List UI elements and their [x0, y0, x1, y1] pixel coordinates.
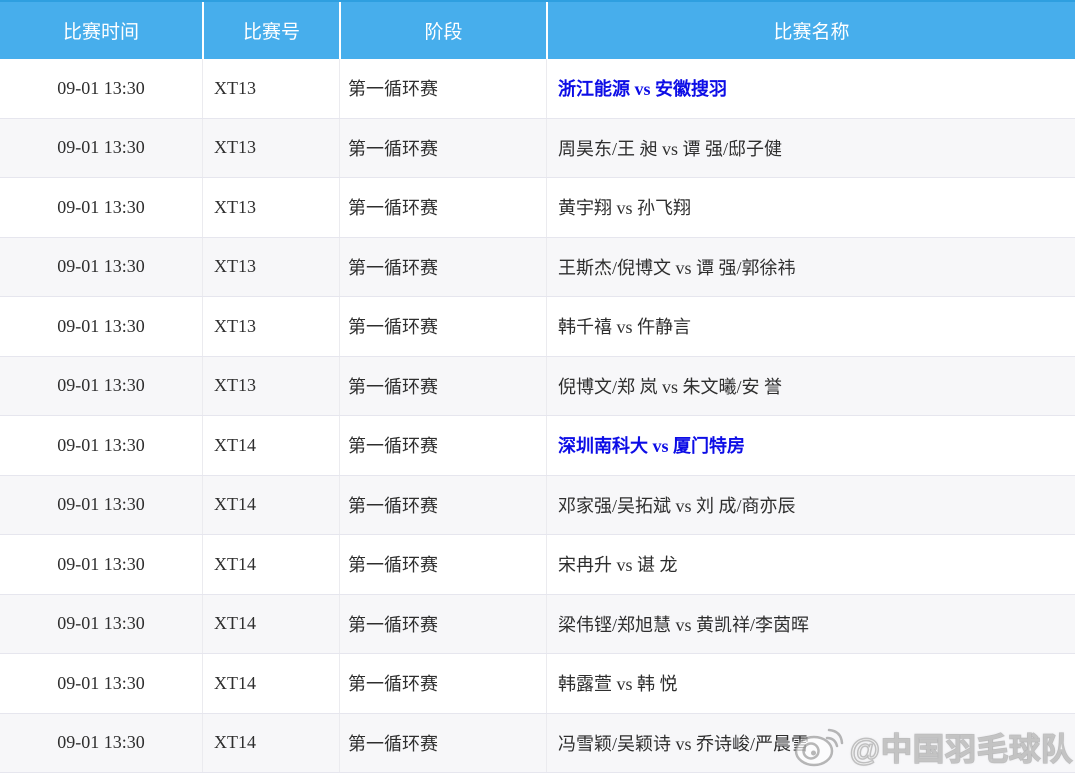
match-time-cell: 09-01 13:30	[57, 613, 145, 634]
match-no-cell: XT14	[202, 535, 339, 594]
stage-cell: 第一循环赛	[339, 594, 546, 653]
match-time-cell: 09-01 13:30	[57, 137, 145, 158]
stage-cell: 第一循环赛	[339, 654, 546, 713]
table-row: 09-01 13:30 XT13 第一循环赛 黄宇翔 vs 孙飞翔	[0, 178, 1075, 238]
match-no-cell: XT14	[202, 713, 339, 772]
table-header-row: 比赛时间 比赛号 阶段 比赛名称	[0, 0, 1075, 59]
match-time-cell: 09-01 13:30	[57, 434, 145, 455]
table-row: 09-01 13:30 XT14 第一循环赛 梁伟铿/郑旭慧 vs 黄凯祥/李茵…	[0, 594, 1075, 654]
match-time-cell: 09-01 13:30	[57, 375, 145, 396]
match-no-cell: XT14	[202, 416, 339, 475]
match-no-cell: XT14	[202, 594, 339, 653]
stage-cell: 第一循环赛	[339, 535, 546, 594]
match-name-cell: 宋冉升 vs 谌 龙	[546, 535, 1075, 594]
table-body: 09-01 13:30 XT13 第一循环赛 浙江能源 vs 安徽搜羽 09-0…	[0, 59, 1075, 773]
match-time-cell: 09-01 13:30	[57, 77, 145, 98]
match-name-link[interactable]: 深圳南科大 vs 厦门特房	[546, 416, 1075, 475]
stage-cell: 第一循环赛	[339, 475, 546, 534]
match-no-cell: XT13	[202, 118, 339, 177]
match-time-cell: 09-01 13:30	[57, 553, 145, 574]
table-row: 09-01 13:30 XT13 第一循环赛 倪博文/郑 岚 vs 朱文曦/安 …	[0, 356, 1075, 416]
stage-cell: 第一循环赛	[339, 178, 546, 237]
match-name-link[interactable]: 浙江能源 vs 安徽搜羽	[546, 59, 1075, 118]
table-row: 09-01 13:30 XT14 第一循环赛 深圳南科大 vs 厦门特房	[0, 416, 1075, 476]
match-no-cell: XT14	[202, 475, 339, 534]
match-time-cell: 09-01 13:30	[57, 732, 145, 753]
stage-cell: 第一循环赛	[339, 59, 546, 118]
match-name-cell: 周昊东/王 昶 vs 谭 强/邸子健	[546, 118, 1075, 177]
stage-cell: 第一循环赛	[339, 237, 546, 296]
match-no-cell: XT14	[202, 654, 339, 713]
match-time-cell: 09-01 13:30	[57, 494, 145, 515]
column-header-stage: 阶段	[339, 2, 546, 59]
column-header-match-no: 比赛号	[202, 2, 339, 59]
stage-cell: 第一循环赛	[339, 297, 546, 356]
match-time-cell: 09-01 13:30	[57, 256, 145, 277]
match-time-cell: 09-01 13:30	[57, 315, 145, 336]
match-name-cell: 邓家强/吴拓斌 vs 刘 成/商亦辰	[546, 475, 1075, 534]
table-row: 09-01 13:30 XT13 第一循环赛 周昊东/王 昶 vs 谭 强/邸子…	[0, 118, 1075, 178]
table-row: 09-01 13:30 XT14 第一循环赛 邓家强/吴拓斌 vs 刘 成/商亦…	[0, 475, 1075, 535]
match-name-cell: 韩露萱 vs 韩 悦	[546, 654, 1075, 713]
match-name-cell: 冯雪颖/吴颖诗 vs 乔诗峻/严晨雪	[546, 713, 1075, 772]
stage-cell: 第一循环赛	[339, 118, 546, 177]
stage-cell: 第一循环赛	[339, 416, 546, 475]
table-row: 09-01 13:30 XT13 第一循环赛 浙江能源 vs 安徽搜羽	[0, 59, 1075, 119]
match-time-cell: 09-01 13:30	[57, 196, 145, 217]
table-row: 09-01 13:30 XT13 第一循环赛 韩千禧 vs 仵静言	[0, 297, 1075, 357]
match-name-cell: 倪博文/郑 岚 vs 朱文曦/安 誉	[546, 356, 1075, 415]
table-row: 09-01 13:30 XT14 第一循环赛 宋冉升 vs 谌 龙	[0, 535, 1075, 595]
match-no-cell: XT13	[202, 178, 339, 237]
table-row: 09-01 13:30 XT14 第一循环赛 韩露萱 vs 韩 悦	[0, 654, 1075, 714]
match-name-cell: 王斯杰/倪博文 vs 谭 强/郭徐祎	[546, 237, 1075, 296]
match-no-cell: XT13	[202, 297, 339, 356]
column-header-match-time: 比赛时间	[62, 22, 139, 43]
match-name-cell: 韩千禧 vs 仵静言	[546, 297, 1075, 356]
stage-cell: 第一循环赛	[339, 356, 546, 415]
match-name-cell: 黄宇翔 vs 孙飞翔	[546, 178, 1075, 237]
table-row: 09-01 13:30 XT14 第一循环赛 冯雪颖/吴颖诗 vs 乔诗峻/严晨…	[0, 713, 1075, 773]
stage-cell: 第一循环赛	[339, 713, 546, 772]
match-no-cell: XT13	[202, 356, 339, 415]
column-header-match-name: 比赛名称	[546, 2, 1075, 59]
table-row: 09-01 13:30 XT13 第一循环赛 王斯杰/倪博文 vs 谭 强/郭徐…	[0, 237, 1075, 297]
match-name-cell: 梁伟铿/郑旭慧 vs 黄凯祥/李茵晖	[546, 594, 1075, 653]
match-no-cell: XT13	[202, 59, 339, 118]
match-no-cell: XT13	[202, 237, 339, 296]
match-time-cell: 09-01 13:30	[57, 672, 145, 693]
